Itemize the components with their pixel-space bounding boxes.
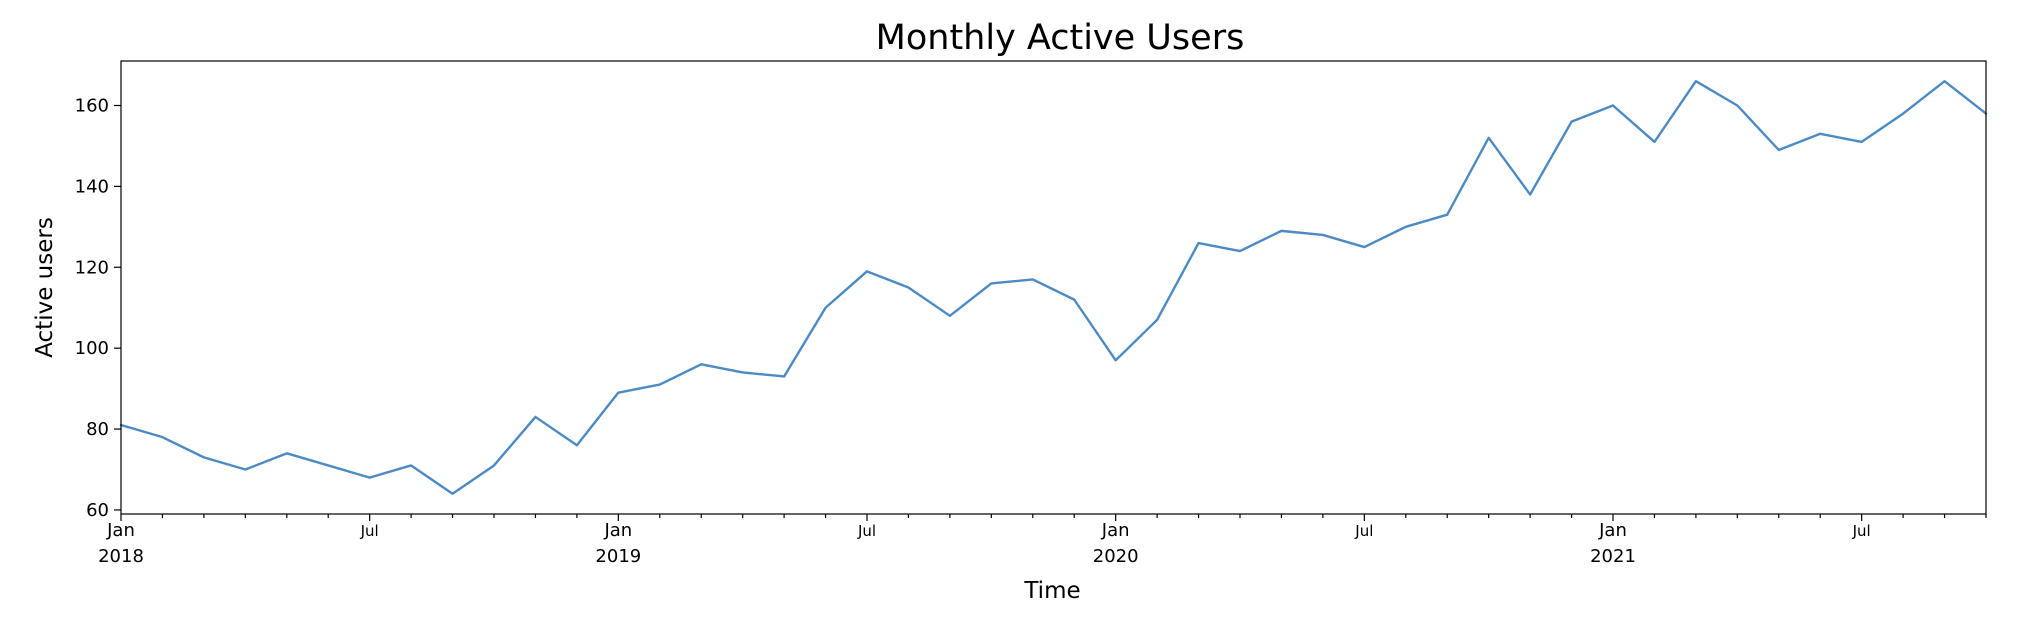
- x-tick-label: Jan: [1101, 520, 1130, 541]
- y-tick-label: 60: [86, 500, 109, 521]
- y-tick-label: 160: [75, 95, 109, 116]
- x-axis-label: Time: [1023, 578, 1080, 604]
- series-line: [119, 80, 1988, 495]
- x-tick-label: Jan: [1598, 520, 1627, 541]
- y-axis: 60 80 100 120 140 160: [75, 95, 121, 521]
- plot-area: [119, 80, 1988, 495]
- x-tick-year-label: 2021: [1590, 546, 1636, 567]
- chart-title: Monthly Active Users: [876, 18, 1245, 58]
- x-tick-label: Jan: [603, 520, 632, 541]
- x-tick-label: Jul: [1852, 522, 1871, 540]
- x-tick-label: Jul: [360, 522, 379, 540]
- y-axis-label: Active users: [32, 217, 58, 358]
- x-tick-year-label: 2018: [98, 546, 144, 567]
- y-tick-label: 120: [75, 257, 109, 278]
- axes-frame: [120, 60, 1987, 515]
- y-tick-label: 140: [75, 176, 109, 197]
- x-axis: Jan 2018 Jul Jan 2019 Jul Jan 2020 Jul Jan 2021 Jul: [98, 514, 1987, 567]
- x-tick-year-label: 2019: [595, 546, 641, 567]
- y-tick-label: 100: [75, 338, 109, 359]
- x-tick-label: Jan: [106, 520, 135, 541]
- x-tick-label: Jul: [1354, 522, 1373, 540]
- x-tick-label: Jul: [857, 522, 876, 540]
- y-tick-label: 80: [86, 419, 109, 440]
- x-tick-year-label: 2020: [1093, 546, 1139, 567]
